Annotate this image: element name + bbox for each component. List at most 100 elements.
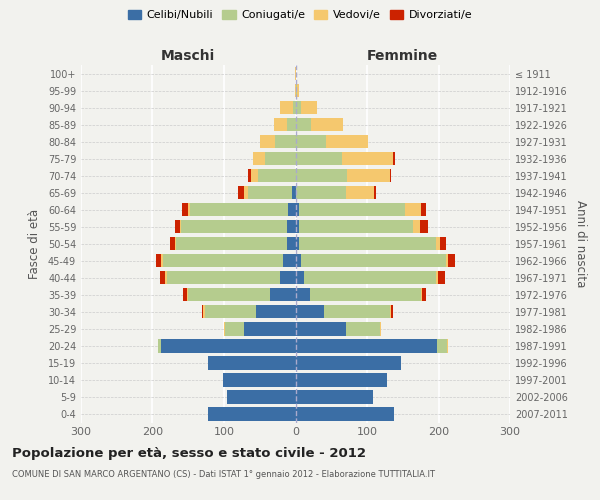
Bar xyxy=(275,135,296,148)
Bar xyxy=(156,254,161,268)
Bar xyxy=(420,220,428,234)
Bar xyxy=(390,305,391,318)
Bar xyxy=(447,340,448,352)
Bar xyxy=(187,288,188,302)
Bar xyxy=(296,340,437,352)
Bar xyxy=(161,340,296,352)
Bar xyxy=(347,169,390,182)
Bar xyxy=(227,390,296,404)
Bar xyxy=(292,186,296,200)
Bar xyxy=(405,203,421,216)
Bar xyxy=(188,288,271,302)
Bar xyxy=(310,288,421,302)
Bar xyxy=(394,152,395,166)
Bar xyxy=(287,118,296,131)
Bar xyxy=(274,118,287,131)
Bar xyxy=(170,237,175,250)
Bar xyxy=(299,220,413,234)
Bar xyxy=(158,340,161,352)
Bar xyxy=(280,271,296,284)
Bar xyxy=(175,237,176,250)
Bar xyxy=(296,254,301,268)
Bar xyxy=(299,203,405,216)
Bar xyxy=(287,237,296,250)
Bar xyxy=(289,203,296,216)
Bar xyxy=(446,254,448,268)
Bar xyxy=(296,203,299,216)
Bar xyxy=(238,186,244,200)
Bar xyxy=(296,322,346,336)
Bar xyxy=(260,135,275,148)
Bar xyxy=(374,186,376,200)
Bar xyxy=(421,288,422,302)
Bar xyxy=(342,152,394,166)
Bar xyxy=(296,84,297,97)
Bar xyxy=(179,220,181,234)
Bar xyxy=(422,288,425,302)
Bar xyxy=(296,288,310,302)
Bar xyxy=(271,288,296,302)
Bar xyxy=(391,305,393,318)
Bar xyxy=(436,237,440,250)
Bar xyxy=(244,322,296,336)
Bar xyxy=(293,101,296,114)
Bar xyxy=(287,220,296,234)
Text: Femmine: Femmine xyxy=(367,50,439,64)
Bar xyxy=(225,322,244,336)
Bar xyxy=(301,101,317,114)
Bar xyxy=(176,237,287,250)
Bar xyxy=(183,288,187,302)
Y-axis label: Fasce di età: Fasce di età xyxy=(28,208,41,279)
Bar xyxy=(296,374,387,386)
Legend: Celibi/Nubili, Coniugati/e, Vedovi/e, Divorziati/e: Celibi/Nubili, Coniugati/e, Vedovi/e, Di… xyxy=(124,6,476,25)
Bar xyxy=(301,254,446,268)
Bar xyxy=(296,186,346,200)
Bar xyxy=(163,254,283,268)
Bar xyxy=(280,101,293,114)
Bar xyxy=(299,237,436,250)
Bar xyxy=(438,271,445,284)
Bar xyxy=(440,237,446,250)
Bar xyxy=(296,135,326,148)
Bar xyxy=(346,322,380,336)
Bar xyxy=(296,390,373,404)
Text: Maschi: Maschi xyxy=(161,50,215,64)
Bar xyxy=(311,118,343,131)
Bar xyxy=(161,254,163,268)
Bar xyxy=(296,101,301,114)
Bar xyxy=(283,254,296,268)
Bar xyxy=(205,305,256,318)
Bar xyxy=(413,220,420,234)
Bar xyxy=(248,186,292,200)
Bar xyxy=(251,169,259,182)
Bar xyxy=(253,152,265,166)
Text: Popolazione per età, sesso e stato civile - 2012: Popolazione per età, sesso e stato civil… xyxy=(12,448,366,460)
Bar xyxy=(296,220,299,234)
Bar xyxy=(296,237,299,250)
Bar xyxy=(182,203,188,216)
Bar xyxy=(297,84,299,97)
Bar xyxy=(188,203,190,216)
Bar xyxy=(203,305,205,318)
Bar xyxy=(190,203,289,216)
Bar xyxy=(166,271,167,284)
Bar xyxy=(326,135,368,148)
Bar xyxy=(324,305,390,318)
Bar xyxy=(256,305,296,318)
Bar xyxy=(181,220,287,234)
Bar xyxy=(296,305,324,318)
Bar xyxy=(265,152,296,166)
Bar xyxy=(390,169,391,182)
Bar xyxy=(346,186,374,200)
Bar xyxy=(160,271,166,284)
Bar xyxy=(295,84,296,97)
Bar xyxy=(437,340,447,352)
Bar xyxy=(259,169,296,182)
Bar xyxy=(167,271,280,284)
Bar xyxy=(248,169,251,182)
Bar xyxy=(436,271,438,284)
Bar xyxy=(223,374,296,386)
Bar xyxy=(224,322,225,336)
Bar xyxy=(295,67,296,80)
Bar xyxy=(296,152,342,166)
